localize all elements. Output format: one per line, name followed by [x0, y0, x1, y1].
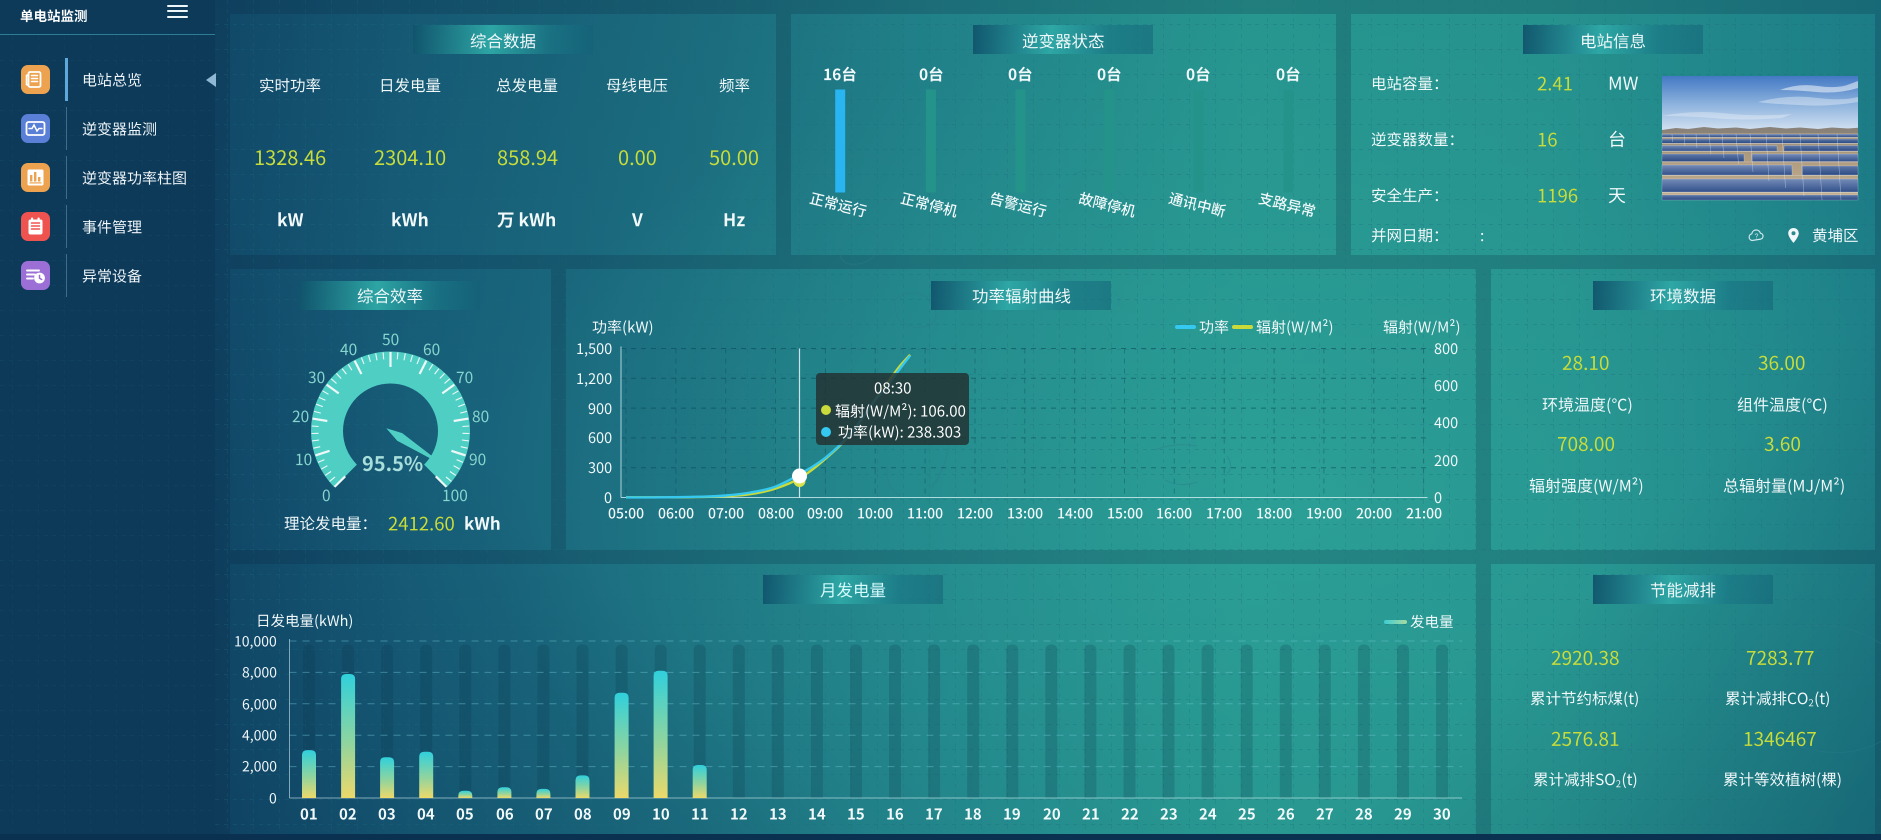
svg-text:?: ? — [1755, 234, 1759, 241]
